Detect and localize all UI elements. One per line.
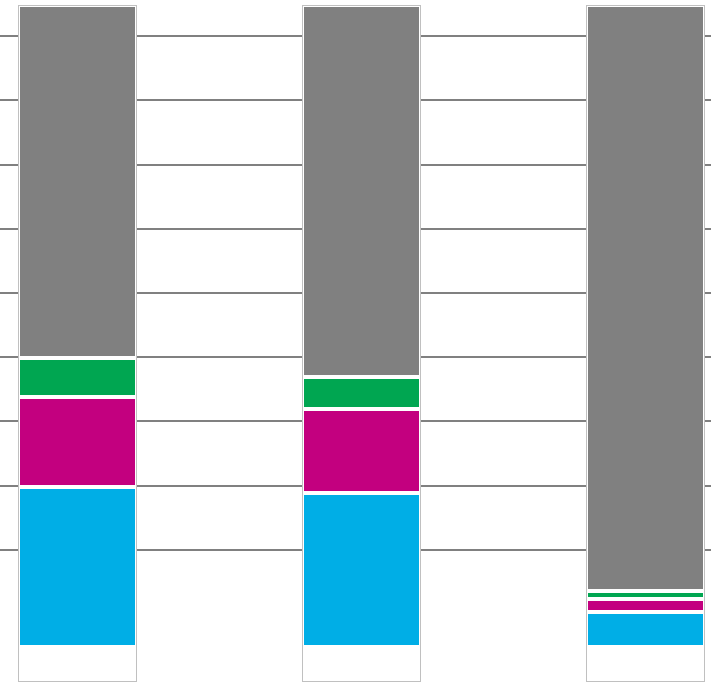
bar-segment <box>18 487 137 648</box>
bar <box>586 5 705 682</box>
bar <box>302 5 421 682</box>
stacked-bar-chart <box>0 0 711 682</box>
bar-segment <box>302 377 421 409</box>
bar-segment <box>302 493 421 647</box>
bar-segment <box>18 358 137 397</box>
bar-segment <box>586 5 705 591</box>
bar <box>18 5 137 682</box>
bar-segment <box>302 409 421 492</box>
bar-segment <box>302 5 421 377</box>
bar-segment <box>586 591 705 599</box>
bar-segment <box>586 612 705 647</box>
bar-segment <box>18 5 137 358</box>
plot-area <box>0 0 711 682</box>
bar-segment <box>586 599 705 612</box>
bar-segment <box>18 397 137 487</box>
